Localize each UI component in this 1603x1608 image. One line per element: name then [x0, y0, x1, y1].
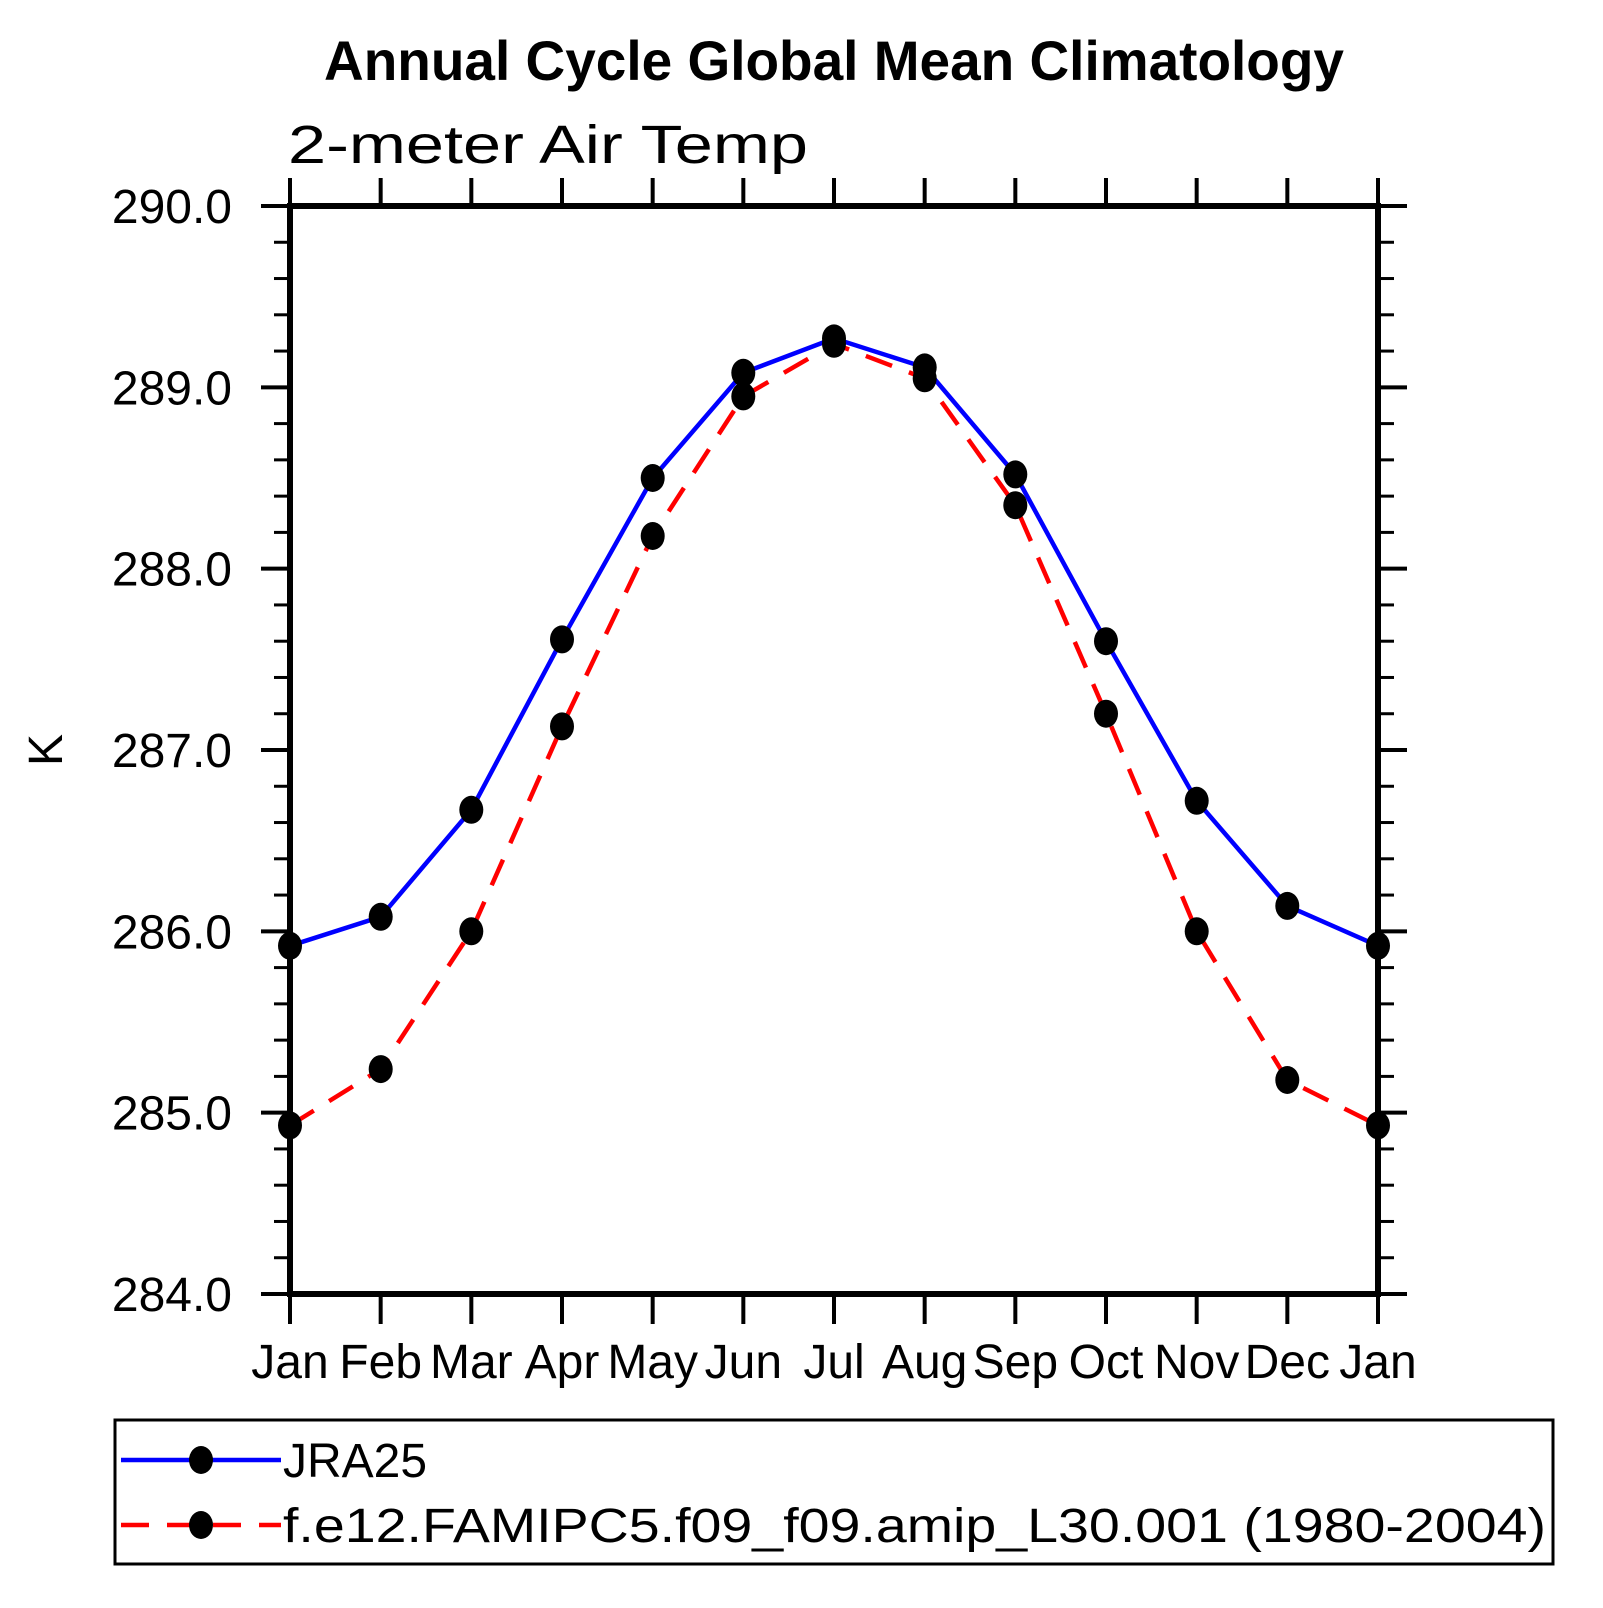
chart-title: Annual Cycle Global Mean Climatology — [324, 29, 1344, 92]
data-point-marker — [1003, 460, 1028, 489]
data-point-marker — [1094, 699, 1118, 728]
x-tick-label: Mar — [430, 1336, 513, 1389]
data-point-marker — [731, 358, 756, 387]
legend-box — [113, 1418, 1555, 1566]
data-point-marker — [1184, 917, 1209, 946]
x-tick-label: May — [607, 1336, 698, 1389]
data-point-marker — [368, 1055, 393, 1084]
data-point-marker — [822, 329, 846, 358]
y-minor-ticks — [274, 240, 1394, 1260]
data-point-marker — [640, 522, 665, 550]
data-point-marker — [1275, 891, 1300, 920]
series-lines — [288, 336, 1380, 1128]
x-tick-label: Sep — [973, 1336, 1058, 1389]
data-point-marker — [550, 625, 574, 654]
x-tick-label: Apr — [525, 1336, 600, 1389]
data-point-marker — [1275, 1066, 1300, 1094]
data-point-marker — [459, 795, 484, 824]
data-point-marker — [640, 464, 665, 492]
y-major-ticks — [261, 204, 1407, 1296]
legend-label-jra25: JRA25 — [283, 1435, 427, 1488]
data-point-marker — [1003, 491, 1028, 520]
legend-marker-dot — [189, 1511, 213, 1539]
x-tick-label: Aug — [882, 1336, 967, 1389]
y-tick-label: 284.0 — [112, 1269, 232, 1322]
x-tick-label: Oct — [1069, 1336, 1144, 1389]
legend: JRA25 f.e12.FAMIPC5.f09_f09.amip_L30.001… — [113, 1418, 1555, 1566]
legend-row-model: f.e12.FAMIPC5.f09_f09.amip_L30.001 (1980… — [121, 1500, 1546, 1553]
x-ticks — [288, 178, 1380, 1324]
y-tick-label: 287.0 — [112, 725, 232, 778]
legend-row-jra25: JRA25 — [121, 1435, 427, 1488]
legend-marker-dot — [189, 1446, 213, 1474]
x-tick-labels: Jan Feb Mar Apr May Jun Jul Aug Sep Oct Nov Dec Jan — [251, 1336, 1416, 1389]
plot-frame — [287, 203, 1381, 1297]
y-axis-label: K — [20, 734, 73, 766]
data-point-marker — [731, 382, 756, 411]
y-tick-label: 288.0 — [112, 544, 232, 597]
legend-label-model: f.e12.FAMIPC5.f09_f09.amip_L30.001 (1980… — [283, 1500, 1546, 1553]
data-point-marker — [550, 712, 574, 741]
x-tick-label: Jul — [803, 1336, 864, 1389]
y-tick-labels: 290.0 289.0 288.0 287.0 286.0 285.0 284.0 — [112, 181, 232, 1322]
series-markers — [278, 324, 1390, 1140]
x-tick-label: Dec — [1245, 1336, 1330, 1389]
chart-subtitle: 2-meter Air Temp — [288, 115, 808, 175]
data-point-marker — [1184, 786, 1209, 815]
y-tick-label: 289.0 — [112, 362, 232, 415]
x-tick-label: Nov — [1154, 1336, 1239, 1389]
y-tick-label: 286.0 — [112, 906, 232, 959]
data-point-marker — [1094, 627, 1118, 656]
data-point-marker — [912, 364, 937, 393]
y-tick-label: 290.0 — [112, 181, 232, 234]
x-tick-label: Jan — [1339, 1336, 1416, 1389]
y-tick-label: 285.0 — [112, 1088, 232, 1141]
series-line-solid — [289, 336, 1379, 948]
data-point-marker — [368, 902, 393, 931]
series-line-dashed — [288, 341, 1380, 1128]
data-point-marker — [459, 917, 484, 946]
x-tick-label: Jun — [705, 1336, 782, 1389]
x-tick-label: Jan — [251, 1336, 328, 1389]
x-tick-label: Feb — [339, 1336, 422, 1389]
